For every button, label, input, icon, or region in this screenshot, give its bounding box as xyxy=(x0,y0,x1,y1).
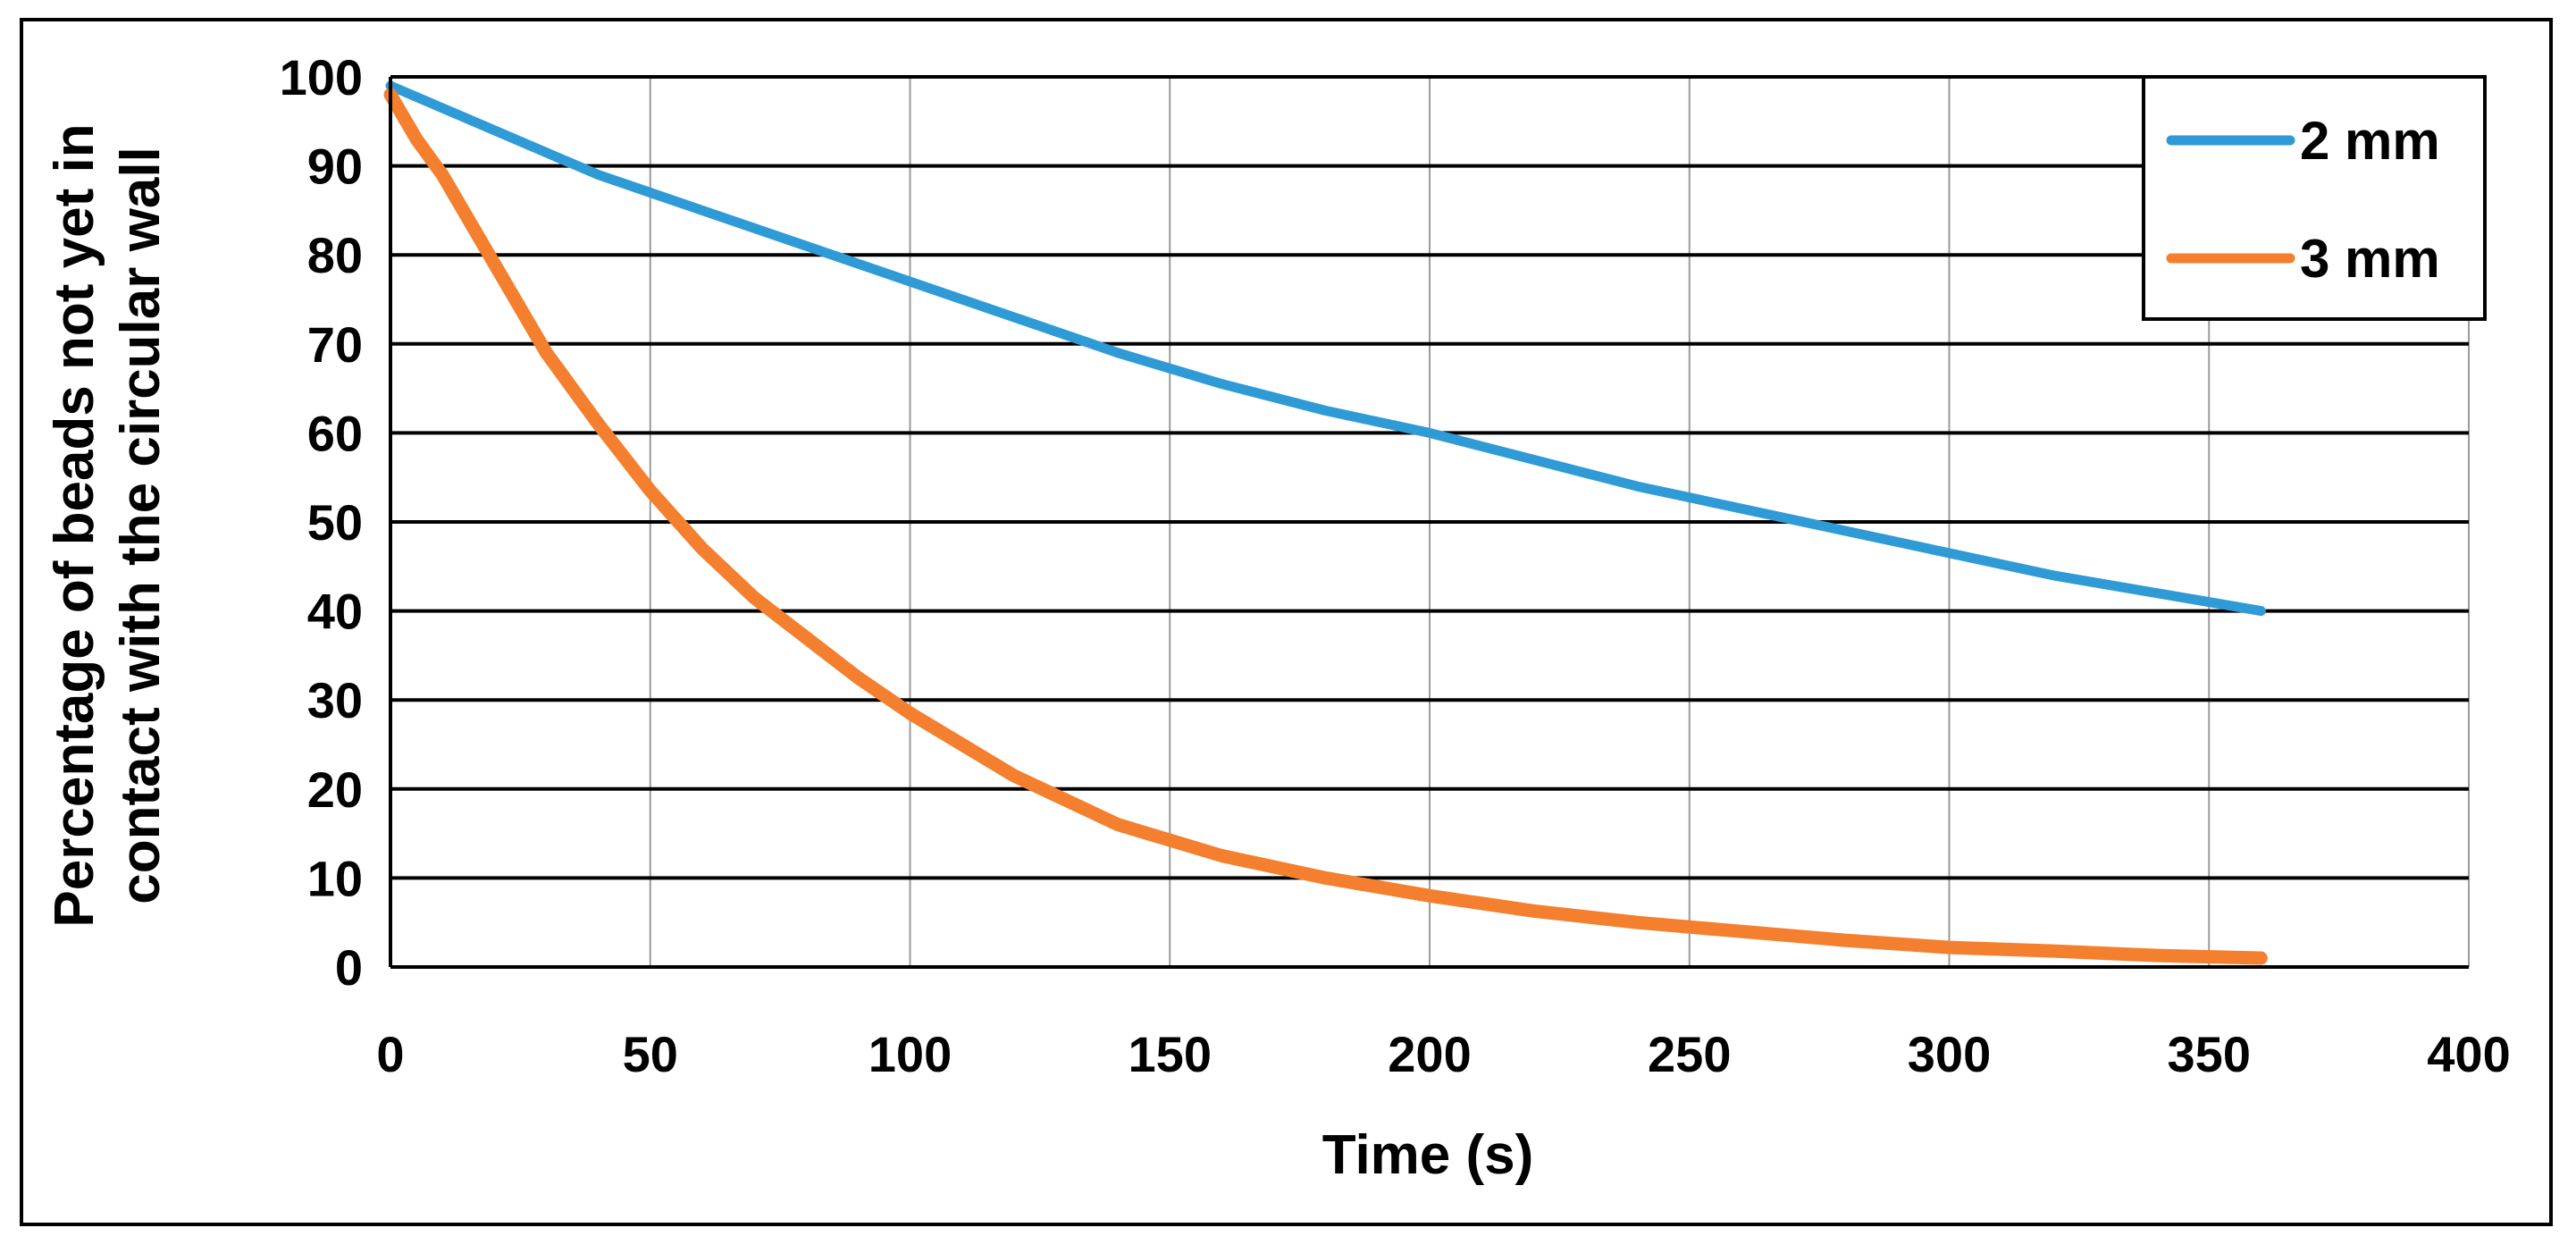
legend: 2 mm 3 mm xyxy=(2142,75,2487,321)
y-tick-label-50: 50 xyxy=(307,494,363,551)
x-tick-label-200: 200 xyxy=(1388,1026,1471,1082)
y-axis-title: Percentage of beads not yet in contact w… xyxy=(44,123,172,927)
y-tick-label-30: 30 xyxy=(307,672,363,728)
y-axis-title-line-1: Percentage of beads not yet in xyxy=(44,123,105,927)
y-axis-title-line-2: contact with the circular wall xyxy=(110,147,172,904)
axes xyxy=(389,77,2469,969)
x-tick-label-400: 400 xyxy=(2427,1026,2510,1082)
x-tick-label-50: 50 xyxy=(623,1026,678,1082)
x-tick-label-150: 150 xyxy=(1129,1026,1212,1082)
x-tick-label-250: 250 xyxy=(1648,1026,1731,1082)
series-line-2mm xyxy=(385,80,2266,617)
y-tick-label-90: 90 xyxy=(307,139,363,195)
x-tick-label-300: 300 xyxy=(1908,1026,1991,1082)
legend-label-3mm: 3 mm xyxy=(2300,229,2440,289)
x-tick-label-350: 350 xyxy=(2168,1026,2251,1082)
y-tick-label-20: 20 xyxy=(307,761,363,818)
series-line-3mm xyxy=(383,88,2268,965)
x-tick-label-100: 100 xyxy=(868,1026,952,1082)
legend-label-2mm: 2 mm xyxy=(2300,111,2440,171)
y-tick-label-40: 40 xyxy=(307,584,363,640)
y-tick-label-0: 0 xyxy=(335,939,363,996)
grid-lines xyxy=(390,75,2470,967)
chart-frame xyxy=(20,18,2553,1226)
tick-labels: 0 50 100 150 200 250 300 350 400 0 10 20 30 40 50 60 70 8… xyxy=(280,49,2511,1082)
y-tick-label-70: 70 xyxy=(307,316,363,373)
y-tick-label-100: 100 xyxy=(280,49,363,105)
x-tick-label-0: 0 xyxy=(376,1026,404,1082)
y-tick-label-10: 10 xyxy=(307,850,363,906)
y-tick-label-60: 60 xyxy=(307,405,363,461)
legend-box xyxy=(2142,75,2487,321)
series-lines xyxy=(383,80,2268,965)
x-axis-title: Time (s) xyxy=(1322,1124,1534,1186)
y-tick-label-80: 80 xyxy=(307,227,363,283)
